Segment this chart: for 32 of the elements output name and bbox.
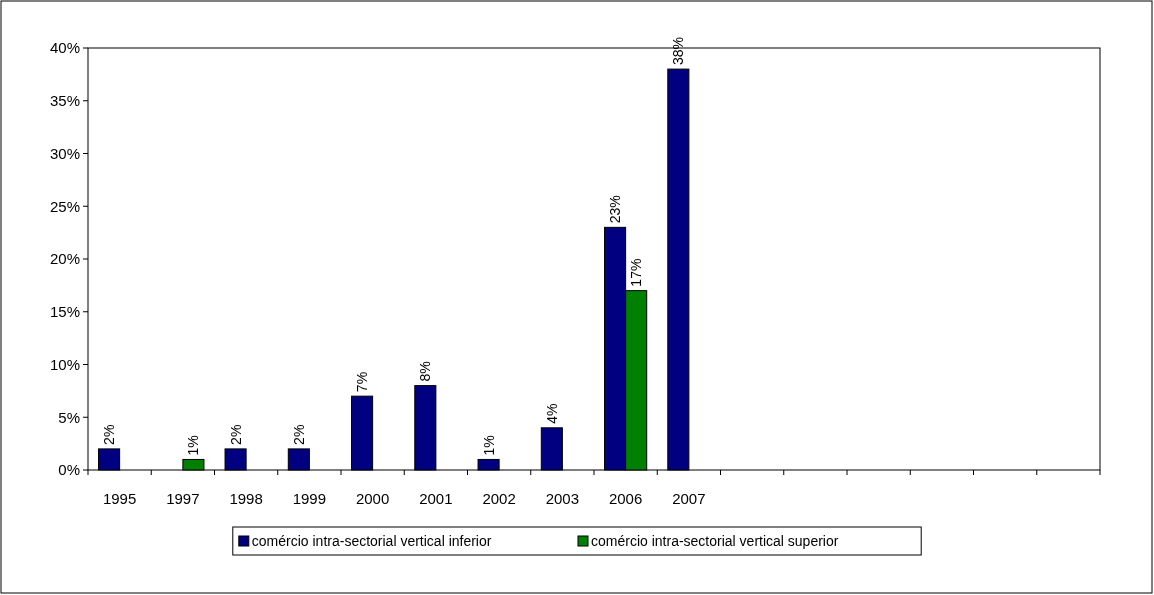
data-label: 1%	[185, 435, 202, 456]
data-label: 38%	[670, 37, 687, 66]
x-tick-label: 2007	[672, 490, 706, 507]
data-label: 23%	[607, 195, 624, 224]
x-tick-label: 2000	[355, 490, 390, 507]
y-tick-label: 40%	[49, 39, 80, 57]
x-tick-label: 1997	[166, 490, 200, 507]
data-label: 2%	[290, 424, 307, 445]
y-tick-label: 0%	[58, 461, 80, 479]
x-tick-label: 2003	[545, 490, 580, 507]
legend-label: comércio intra-sectorial vertical superior	[591, 532, 839, 549]
y-tick-label: 20%	[49, 250, 80, 268]
y-tick-label: 10%	[49, 355, 80, 373]
data-label: 2%	[101, 424, 118, 445]
y-tick-label: 5%	[58, 408, 80, 426]
data-label: 17%	[628, 258, 645, 287]
data-label: 2%	[227, 424, 244, 445]
legend-label: comércio intra-sectorial vertical inferior	[251, 532, 492, 549]
y-tick-label: 25%	[49, 197, 80, 215]
x-tick-label: 2002	[482, 490, 516, 507]
data-label: 4%	[543, 403, 560, 424]
x-tick-label: 2001	[419, 490, 453, 507]
data-label: 8%	[417, 361, 434, 382]
data-label: 1%	[480, 435, 497, 456]
x-tick-label: 1998	[229, 490, 263, 507]
x-tick-label: 1999	[292, 490, 327, 507]
y-tick-label: 35%	[49, 92, 80, 109]
y-tick-label: 30%	[49, 144, 80, 162]
y-tick-label: 15%	[49, 303, 80, 320]
x-tick-label: 2006	[608, 490, 643, 507]
data-label: 7%	[354, 371, 371, 393]
x-tick-label: 1995	[102, 490, 137, 507]
